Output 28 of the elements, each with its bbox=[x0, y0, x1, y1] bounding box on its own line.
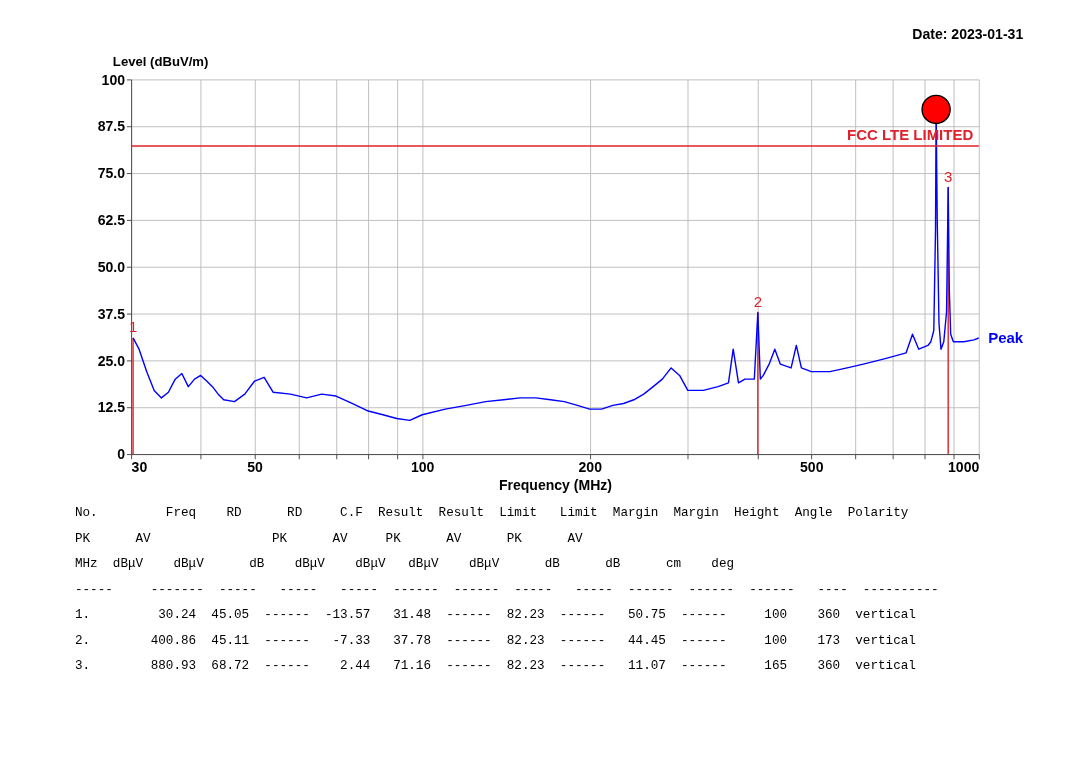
x-tick-label: 50 bbox=[247, 459, 264, 476]
chart-subtitle: Date: 2023-01-31 bbox=[912, 26, 1024, 43]
text: MHz dBμV dBμV dB dBμV dBμV dBμV dBμV dB dB cm deg bbox=[74, 556, 735, 572]
text: ----- ------- ----- ----- ----- ------ ------ ----- ----- ------ ------ ------ ---- ---------- bbox=[74, 581, 939, 597]
text: PK AV PK AV PK AV PK AV bbox=[74, 530, 583, 546]
x-tick-label: 30 bbox=[131, 459, 148, 476]
y-tick-label: 50.0 bbox=[97, 258, 126, 275]
text: No. Freq RD RD C.F Result Result Limit Limit Margin Margin Height Angle Polarity bbox=[74, 505, 909, 521]
text: 1. 30.24 45.05 ------ -13.57 31.48 ------ 82.23 ------ 50.75 ------ 100 360 vertical bbox=[74, 607, 916, 623]
x-tick-label: 1000 bbox=[948, 459, 980, 476]
y-tick-label: 75.0 bbox=[97, 165, 126, 182]
text: 2. 400.86 45.11 ------ -7.33 37.78 ------ 82.23 ------ 44.45 ------ 100 173 vertical bbox=[74, 632, 916, 648]
text: 3. 880.93 68.72 ------ 2.44 71.16 ------ 82.23 ------ 11.07 ------ 165 360 vertical bbox=[74, 658, 916, 673]
y-tick-label: 87.5 bbox=[97, 118, 126, 135]
annotation: 2 bbox=[753, 292, 763, 310]
x-axis-title: Frequency (MHz) bbox=[498, 477, 613, 494]
y-tick-label: 62.5 bbox=[97, 212, 126, 229]
annotation: 3 bbox=[944, 167, 953, 185]
y-tick-label: 100 bbox=[101, 71, 126, 88]
y-tick-label: 0 bbox=[117, 446, 126, 463]
y-tick-label: 12.5 bbox=[97, 399, 126, 416]
x-tick-label: 200 bbox=[578, 459, 603, 476]
series-label: Peak bbox=[988, 328, 1024, 346]
y-tick-label: 25.0 bbox=[97, 352, 126, 369]
x-tick-label: 500 bbox=[800, 459, 824, 476]
y-tick-label: 37.5 bbox=[97, 305, 126, 322]
x-tick-label: 100 bbox=[410, 459, 435, 476]
y-axis-title: Level (dBuV/m) bbox=[112, 53, 209, 69]
